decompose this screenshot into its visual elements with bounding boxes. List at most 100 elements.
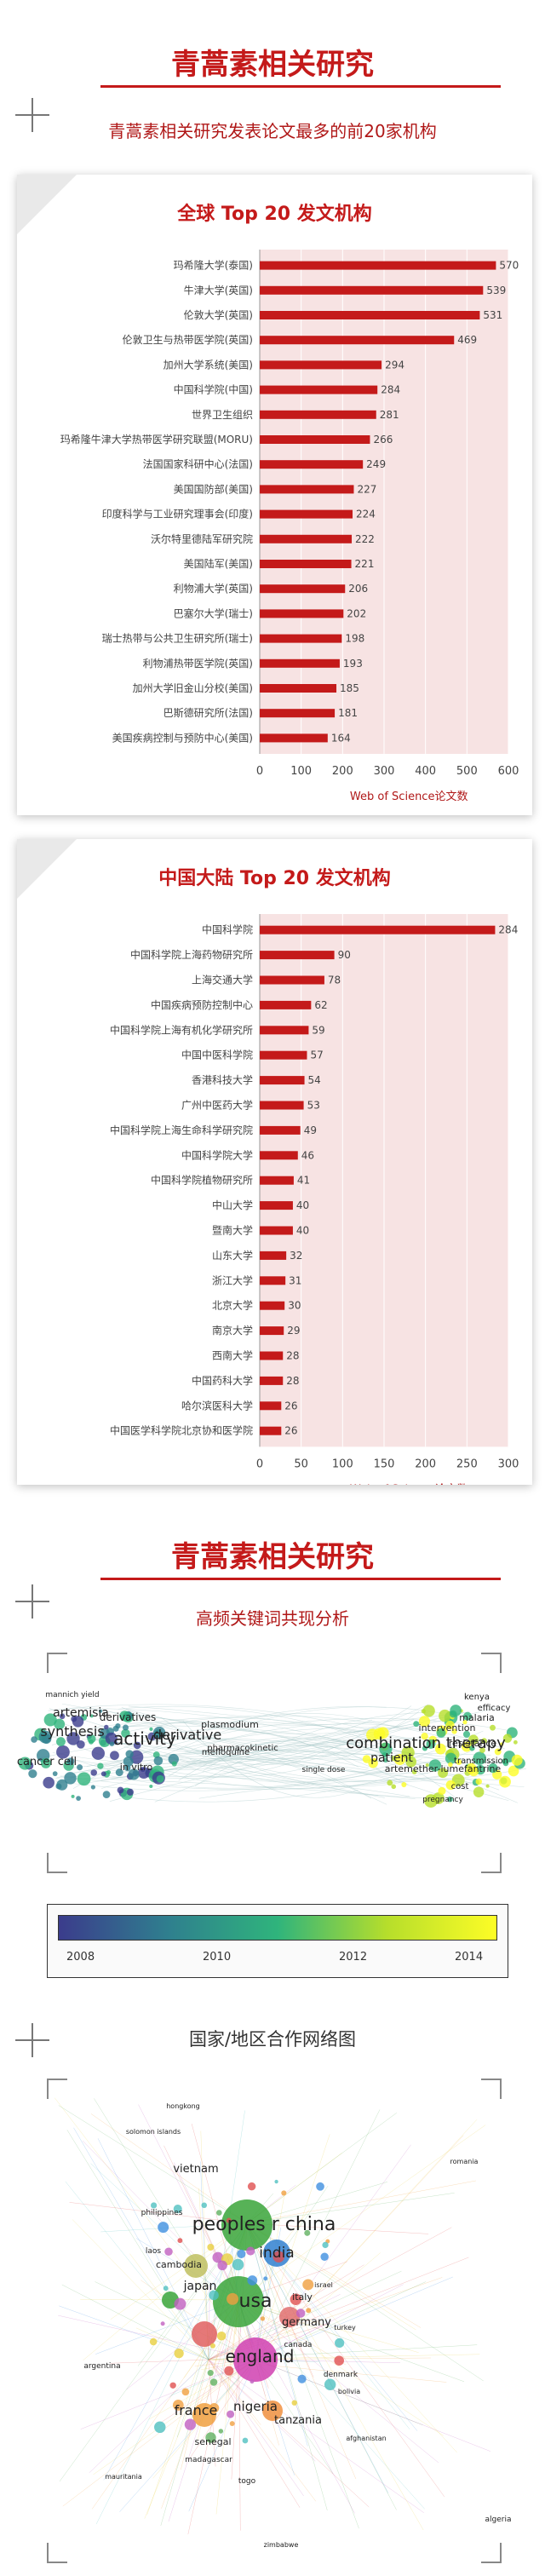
- collaboration-link: [188, 2359, 256, 2512]
- china-chart-card: 中国大陆 Top 20 发文机构 中国科学院 284 中国科学院上海药物研究所 90 上…: [17, 839, 532, 1485]
- country-label: philippines: [141, 2209, 183, 2217]
- data-label: 249: [366, 458, 386, 470]
- x-tick-label: 100: [332, 1458, 353, 1470]
- data-label: 266: [373, 434, 393, 446]
- keyword-node: [52, 1771, 58, 1777]
- country-label: italy: [292, 2291, 313, 2303]
- category-label: 巴塞尔大学(瑞士): [174, 607, 253, 619]
- country-node: [216, 2331, 227, 2341]
- keyword-node: [105, 1732, 118, 1745]
- country-node: [201, 2202, 208, 2209]
- country-node: [174, 2297, 186, 2310]
- collaboration-link: [255, 2281, 427, 2360]
- data-label: 193: [343, 658, 363, 670]
- country-node: [209, 2378, 218, 2386]
- data-label: 206: [348, 583, 368, 595]
- collaboration-link: [90, 2113, 248, 2224]
- country-node: [218, 2429, 224, 2434]
- bar: [260, 1000, 312, 1009]
- data-label: 221: [355, 558, 375, 570]
- cooccurrence-link: [154, 1737, 462, 1803]
- country-label: togo: [238, 2477, 256, 2486]
- country-node: [215, 2210, 222, 2216]
- legend-colorbar: [58, 1915, 497, 1941]
- keyword-node: [87, 1734, 96, 1744]
- data-label: 26: [284, 1425, 297, 1437]
- collaboration-link: [208, 2359, 316, 2462]
- data-label: 570: [499, 260, 519, 272]
- bar: [260, 336, 455, 345]
- x-tick-label: 600: [498, 765, 519, 778]
- keyword-node: [122, 1724, 129, 1731]
- category-label: 中国科学院上海生命科学研究院: [110, 1124, 253, 1136]
- collaboration-link: [208, 2359, 317, 2502]
- country-node: [192, 2321, 217, 2347]
- data-label: 57: [310, 1049, 323, 1061]
- country-label: vietnam: [173, 2163, 218, 2176]
- cooccurrence-link: [51, 1717, 396, 1745]
- country-label: england: [226, 2346, 295, 2366]
- country-node: [181, 2388, 190, 2396]
- category-label: 中国科学院上海有机化学研究所: [110, 1023, 253, 1036]
- data-label: 227: [357, 483, 376, 495]
- chart-title: 中国大陆 Top 20 发文机构: [158, 868, 391, 889]
- bar: [260, 1176, 294, 1185]
- country-node: [320, 2252, 329, 2261]
- keyword-label: synthesis: [40, 1723, 104, 1739]
- keyword-node: [473, 1751, 486, 1765]
- keyword-node: [432, 1792, 445, 1804]
- cooccurrence-link: [202, 1740, 384, 1774]
- bar: [260, 311, 480, 319]
- cooccurrence-link: [186, 1720, 373, 1762]
- cooccurrence-link: [100, 1730, 484, 1789]
- keyword-node: [494, 1748, 502, 1756]
- x-tick-label: 50: [294, 1458, 308, 1470]
- data-label: 29: [287, 1325, 300, 1337]
- keyword-label: kenya: [464, 1693, 490, 1702]
- keyword-node: [445, 1720, 455, 1730]
- keyword-node: [376, 1727, 389, 1739]
- keyword-node: [438, 1786, 446, 1795]
- bar: [260, 1351, 284, 1360]
- collaboration-link: [110, 2359, 209, 2364]
- keyword-node: [438, 1768, 448, 1779]
- bar: [260, 560, 352, 568]
- cooccurrence-link: [134, 1706, 442, 1772]
- collaboration-link: [215, 2299, 239, 2515]
- bar: [260, 658, 340, 668]
- keyword-node: [77, 1772, 91, 1786]
- cooccurrence-link: [178, 1738, 456, 1797]
- keyword-node: [481, 1738, 487, 1744]
- cooccurrence-link: [195, 1712, 428, 1786]
- collaboration-link: [246, 2222, 445, 2498]
- country-node: [279, 2307, 300, 2327]
- collaboration-link: [238, 2299, 355, 2514]
- keyword-node: [28, 1769, 37, 1779]
- country-node: [281, 2190, 287, 2196]
- keyword-node: [508, 1765, 519, 1777]
- category-label: 加州大学旧金山分校(美国): [133, 681, 253, 694]
- category-label: 中国科学院大学: [181, 1148, 253, 1161]
- category-label: 美国陆军(美国): [184, 557, 253, 570]
- keyword-node: [451, 1728, 457, 1734]
- keyword-node: [469, 1745, 475, 1751]
- keyword-node: [462, 1730, 471, 1738]
- country-label: zimbabwe: [264, 2541, 299, 2549]
- collaboration-link: [160, 2222, 248, 2527]
- collaboration-link: [59, 2222, 248, 2482]
- keyword-label: plasmodium: [201, 1719, 259, 1730]
- category-label: 沃尔特里德陆军研究院: [151, 532, 253, 545]
- category-label: 广州中医药大学: [181, 1099, 253, 1112]
- collaboration-link: [65, 2181, 209, 2360]
- keyword-node: [121, 1728, 130, 1739]
- bar: [260, 584, 346, 594]
- category-label: 中国疾病预防控制中心: [151, 998, 253, 1011]
- data-label: 54: [308, 1074, 321, 1086]
- keyword-label: derivative: [153, 1727, 221, 1743]
- collaboration-link: [72, 2219, 209, 2360]
- keyword-node: [425, 1762, 429, 1768]
- bar: [260, 925, 496, 934]
- bar: [260, 1376, 284, 1385]
- country-node: [272, 2251, 285, 2263]
- keyword-node: [59, 1713, 66, 1720]
